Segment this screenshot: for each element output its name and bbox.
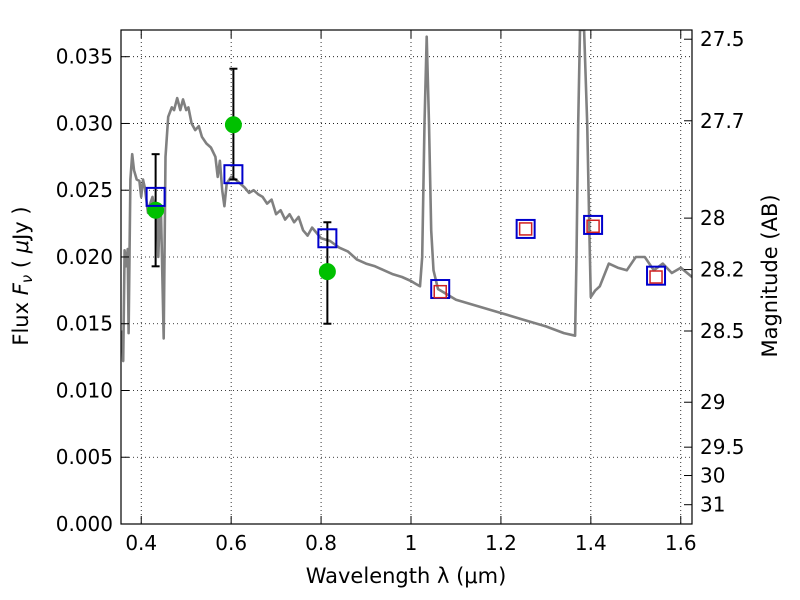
y-axis-title-part: Jy ) xyxy=(9,206,33,242)
y-tick-label: 0.015 xyxy=(56,312,113,336)
y-tick-label: 0.030 xyxy=(56,111,113,135)
x-axis-title: Wavelength λ (μm) xyxy=(306,564,507,588)
magnitude-tick-label: 30 xyxy=(700,464,725,488)
magnitude-tick-label: 29 xyxy=(700,390,725,414)
model-band-flux-marker xyxy=(583,214,604,235)
model-spectrum-line xyxy=(121,30,692,363)
y-axis-title-part: μ xyxy=(9,240,33,254)
x-tick-label: 0.4 xyxy=(125,531,157,555)
observed-flux-point xyxy=(224,116,242,134)
y-tick-label: 0.025 xyxy=(56,178,113,202)
model-band-flux-marker xyxy=(145,186,166,207)
observed-flux-point xyxy=(147,201,165,219)
y-axis-title-part: ν xyxy=(18,275,36,283)
x-tick-label: 0.6 xyxy=(215,531,247,555)
x-tick-label: 0.8 xyxy=(305,531,337,555)
y-axis-title-part: ( xyxy=(9,253,33,275)
y-axis-title-part: Flux xyxy=(9,295,33,345)
x-tick-label: 1.2 xyxy=(485,531,517,555)
predicted-flux-marker xyxy=(586,219,600,234)
observed-flux-point xyxy=(318,263,336,281)
plot-area xyxy=(121,30,692,363)
magnitude-tick-label: 28.2 xyxy=(700,258,745,282)
predicted-flux-marker xyxy=(518,222,533,236)
magnitude-tick-label: 31 xyxy=(700,493,725,517)
predicted-flux-marker xyxy=(433,284,447,299)
magnitude-tick-label: 28 xyxy=(700,206,725,230)
model-band-flux-marker xyxy=(515,218,536,239)
right-axis-title: Magnitude (AB) xyxy=(758,194,782,357)
magnitude-tick-label: 29.5 xyxy=(700,435,745,459)
y-tick-label: 0.000 xyxy=(56,512,113,536)
predicted-flux-marker xyxy=(649,270,663,284)
x-tick-label: 1 xyxy=(405,531,418,555)
axes-box xyxy=(120,29,693,525)
plot-frame xyxy=(120,29,693,525)
y-tick-label: 0.005 xyxy=(56,445,113,469)
magnitude-tick-label: 27.5 xyxy=(700,27,745,51)
axis-ticks: 0.4 0.6 0.8 1 1.2 1.4 1.6 0.000 0.005 0.010 0.015 0… xyxy=(56,27,745,555)
model-band-flux-marker xyxy=(223,164,244,185)
y-tick-label: 0.035 xyxy=(56,45,113,69)
model-band-flux-marker xyxy=(646,265,667,286)
model-band-flux-marker xyxy=(317,228,338,249)
x-tick-label: 1.4 xyxy=(575,531,607,555)
magnitude-tick-label: 28.5 xyxy=(700,319,745,343)
y-axis-title: Flux Fν ( μJy ) xyxy=(9,206,36,345)
magnitude-tick-label: 27.7 xyxy=(700,109,745,133)
y-tick-label: 0.020 xyxy=(56,245,113,269)
y-tick-label: 0.010 xyxy=(56,378,113,402)
x-tick-label: 1.6 xyxy=(665,531,697,555)
grid-lines xyxy=(121,30,692,525)
y-axis-title-part: F xyxy=(9,282,33,295)
